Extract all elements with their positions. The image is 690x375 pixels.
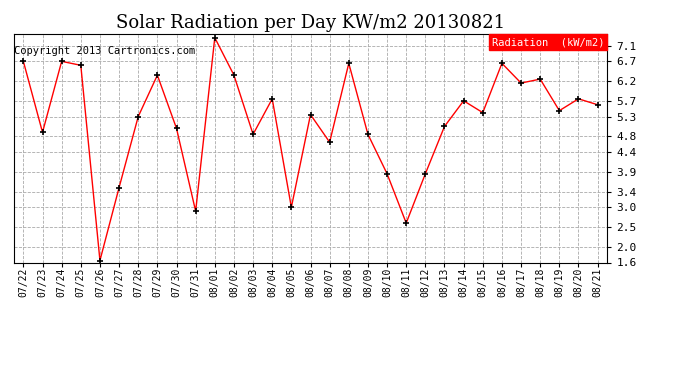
Title: Solar Radiation per Day KW/m2 20130821: Solar Radiation per Day KW/m2 20130821: [116, 14, 505, 32]
Text: Radiation  (kW/m2): Radiation (kW/m2): [492, 37, 604, 47]
Text: Copyright 2013 Cartronics.com: Copyright 2013 Cartronics.com: [14, 46, 195, 56]
